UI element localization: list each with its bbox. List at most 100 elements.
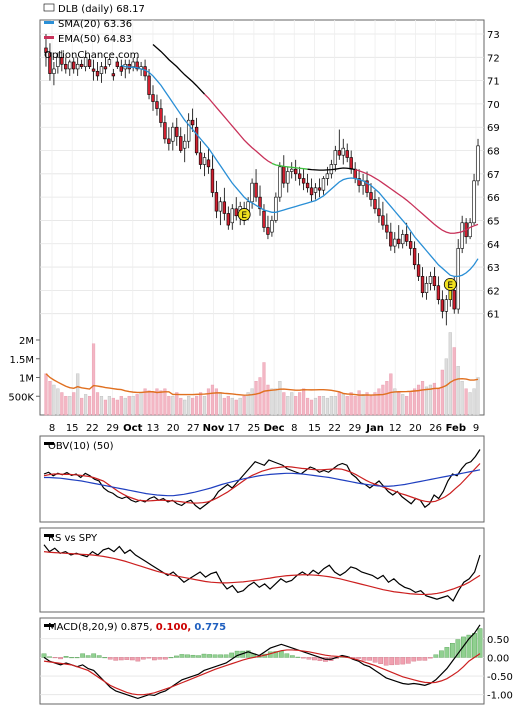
candle bbox=[186, 113, 191, 149]
candle bbox=[119, 59, 123, 76]
price-tick-label: 68 bbox=[487, 147, 500, 158]
candle-body bbox=[365, 180, 369, 193]
candle bbox=[412, 241, 417, 270]
volume-bar bbox=[309, 399, 314, 416]
candle-body bbox=[87, 59, 92, 67]
date-tick-label: 15 bbox=[308, 423, 321, 434]
macd-histogram-bar bbox=[295, 656, 301, 658]
candle-body bbox=[226, 213, 230, 226]
candle bbox=[171, 122, 175, 151]
volume-bar bbox=[250, 388, 254, 416]
candle bbox=[155, 94, 159, 116]
earnings-marker-circle bbox=[237, 208, 251, 221]
macd-histogram-bar bbox=[41, 653, 47, 658]
candle-body bbox=[278, 166, 282, 198]
volume-bar bbox=[393, 388, 397, 416]
volume-bar bbox=[377, 388, 381, 416]
macd-title: MACD(8,20,9) 0.875, 0.100, 0.775 bbox=[48, 622, 226, 633]
candle bbox=[357, 169, 361, 193]
macd-histogram-bar bbox=[433, 654, 439, 658]
candle-body bbox=[60, 56, 64, 65]
candle bbox=[424, 276, 429, 300]
candle-body bbox=[274, 196, 278, 221]
date-tick-label: 12 bbox=[389, 423, 402, 434]
volume-bar bbox=[325, 397, 329, 416]
candle bbox=[297, 166, 302, 186]
candle-body bbox=[68, 61, 72, 70]
macd-histogram-bar bbox=[140, 657, 146, 660]
candle bbox=[337, 129, 341, 160]
volume-bar bbox=[187, 396, 191, 416]
candle bbox=[115, 57, 120, 69]
candle bbox=[404, 222, 409, 247]
volume-bar bbox=[460, 381, 464, 416]
candle bbox=[210, 155, 215, 198]
candle-body bbox=[476, 145, 480, 182]
macd-histogram-bar bbox=[416, 657, 422, 661]
macd-histogram-bar bbox=[383, 657, 389, 666]
volume-bar bbox=[413, 388, 417, 416]
volume-bar bbox=[373, 392, 377, 416]
candle bbox=[460, 215, 464, 254]
candle-body bbox=[155, 101, 159, 109]
macd-histogram-bar bbox=[427, 657, 433, 659]
volume-bar bbox=[432, 382, 437, 416]
price-tick-label: 65 bbox=[487, 216, 500, 227]
macd-histogram-bar bbox=[477, 628, 483, 658]
candle bbox=[401, 229, 405, 249]
macd-histogram-bar bbox=[284, 653, 290, 658]
price-tick-label: 73 bbox=[487, 30, 500, 41]
candle bbox=[214, 180, 219, 219]
candle bbox=[393, 232, 397, 254]
macd-histogram-bar bbox=[91, 653, 97, 658]
candle bbox=[234, 197, 238, 221]
volume-tick-label: 1M bbox=[19, 374, 34, 385]
candle bbox=[270, 215, 274, 237]
macd-histogram-bar bbox=[212, 654, 218, 658]
candle bbox=[349, 150, 353, 174]
macd-histogram-bar bbox=[151, 657, 157, 661]
candle bbox=[206, 148, 211, 174]
macd-tick-label: 0.00 bbox=[487, 653, 509, 664]
volume-bar bbox=[64, 396, 68, 416]
candle bbox=[274, 192, 278, 223]
volume-bar bbox=[468, 392, 472, 416]
macd-histogram-bar bbox=[190, 654, 196, 658]
candle bbox=[95, 61, 100, 81]
candle bbox=[476, 138, 480, 186]
candle bbox=[76, 57, 80, 76]
volume-bar bbox=[206, 388, 211, 416]
candle bbox=[135, 57, 139, 72]
candle-body bbox=[163, 122, 167, 140]
candle-body bbox=[377, 208, 381, 217]
date-tick-label: 17 bbox=[227, 423, 240, 434]
candle bbox=[305, 173, 310, 193]
date-tick-label: 27 bbox=[187, 423, 200, 434]
volume-bar bbox=[436, 388, 440, 416]
volume-bar bbox=[115, 399, 119, 416]
volume-bar bbox=[440, 369, 444, 416]
volume-bar bbox=[99, 396, 104, 416]
candle bbox=[369, 183, 373, 207]
macd-tick-label: -1.00 bbox=[487, 691, 513, 702]
candle-body bbox=[428, 276, 433, 284]
macd-line bbox=[43, 624, 481, 700]
volume-bar bbox=[191, 397, 195, 416]
volume-bar bbox=[198, 392, 203, 416]
volume-bar bbox=[242, 396, 246, 416]
macd-histogram-bar bbox=[455, 639, 461, 658]
volume-bar bbox=[357, 390, 361, 416]
candle bbox=[230, 204, 234, 230]
volume-tick-label: 2M bbox=[19, 336, 34, 347]
candle bbox=[107, 57, 112, 67]
candle-body bbox=[397, 238, 401, 245]
candle bbox=[163, 115, 167, 144]
macd-histogram-bar bbox=[306, 657, 312, 660]
volume-bar bbox=[381, 384, 385, 416]
date-tick-label: 29 bbox=[106, 423, 119, 434]
candle-body bbox=[147, 75, 151, 95]
volume-bar bbox=[222, 397, 226, 416]
macd-histogram-bar bbox=[157, 657, 163, 660]
price-tick-label: 63 bbox=[487, 263, 500, 274]
volume-bar bbox=[143, 388, 147, 416]
